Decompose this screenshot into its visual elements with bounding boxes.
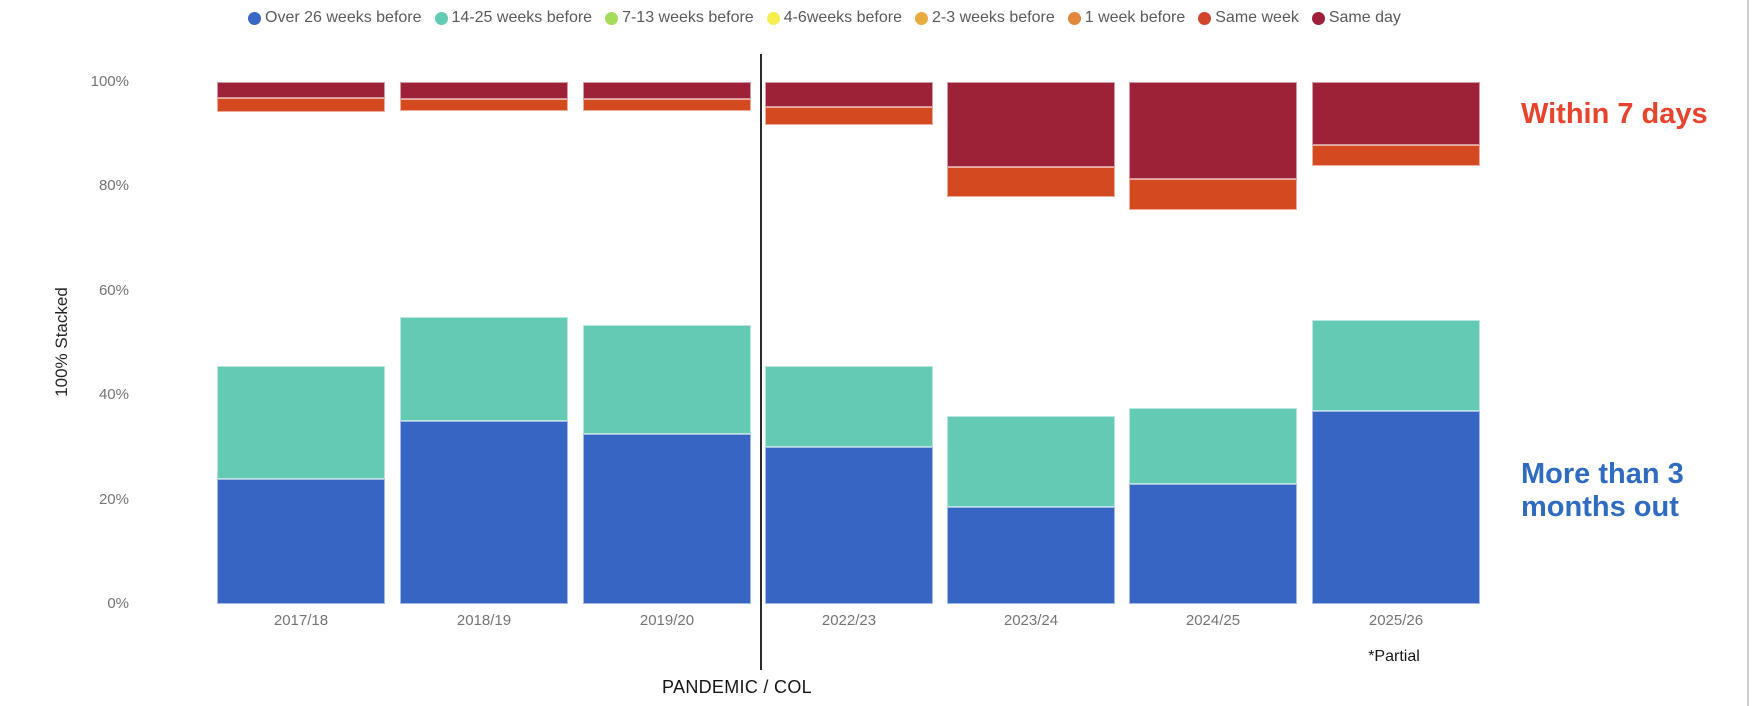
legend-dot-icon — [766, 11, 780, 25]
bar-segment-14-25wk-2023-24[interactable] — [947, 416, 1115, 508]
legend-item-7[interactable]: Same day — [1311, 9, 1401, 27]
chart-legend: Over 26 weeks before 14-25 weeks before 7-… — [248, 4, 1401, 32]
x-label-2019-20: 2019/20 — [639, 612, 695, 629]
bar-segment-over26wk-2017-18[interactable] — [217, 478, 385, 604]
right-edge-divider — [1747, 0, 1749, 706]
bar-segment-same-week-2018-19[interactable] — [400, 99, 568, 111]
bar-segment-same-day-2025-26[interactable] — [1312, 82, 1480, 145]
bar-segment-same-week-2017-18[interactable] — [217, 98, 385, 112]
x-label-2025-26: 2025/26 — [1368, 612, 1424, 629]
bar-segment-over26wk-2023-24[interactable] — [947, 507, 1115, 604]
x-label-2017-18: 2017/18 — [273, 612, 329, 629]
legend-label: 4-6weeks before — [783, 9, 902, 26]
legend-item-1[interactable]: 14-25 weeks before — [434, 9, 593, 27]
legend-dot-icon — [1198, 11, 1212, 25]
bar-segment-over26wk-2024-25[interactable] — [1129, 483, 1297, 604]
legend-label: Same day — [1328, 9, 1401, 26]
more-than-3-months-annotation: More than 3 months out — [1521, 458, 1684, 524]
legend-label: 7-13 weeks before — [622, 9, 754, 26]
legend-dot-icon — [434, 11, 448, 25]
legend-dot-icon — [248, 11, 261, 25]
more-than-3-line1: More than 3 — [1521, 458, 1684, 490]
bar-segment-same-day-2017-18[interactable] — [217, 82, 385, 99]
bar-segment-same-day-2019-20[interactable] — [583, 82, 751, 100]
bar-segment-14-25wk-2025-26[interactable] — [1312, 319, 1480, 411]
legend-label: 14-25 weeks before — [451, 9, 593, 26]
x-label-2024-25: 2024/25 — [1185, 612, 1241, 629]
pandemic-divider-line — [760, 54, 762, 670]
legend-item-2[interactable]: 7-13 weeks before — [605, 9, 754, 27]
y-tick-20: 20% — [98, 490, 129, 508]
bar-segment-same-week-2024-25[interactable] — [1129, 179, 1297, 210]
legend-item-4[interactable]: 2-3 weeks before — [915, 9, 1055, 27]
bar-segment-same-week-2022-23[interactable] — [765, 106, 933, 125]
legend-label: 1 week before — [1084, 9, 1186, 26]
x-label-2018-19: 2018/19 — [456, 612, 512, 629]
more-than-3-line2: months out — [1521, 491, 1679, 523]
bar-segment-14-25wk-2018-19[interactable] — [400, 316, 568, 422]
x-label-2022-23: 2022/23 — [821, 612, 877, 629]
x-label-2023-24: 2023/24 — [1003, 612, 1059, 629]
within-7-days-annotation: Within 7 days — [1521, 98, 1708, 130]
x-axis-title: PANDEMIC / COL — [662, 677, 812, 697]
bar-segment-14-25wk-2022-23[interactable] — [765, 366, 933, 448]
y-tick-40: 40% — [98, 386, 129, 404]
legend-label: Over 26 weeks before — [265, 9, 422, 26]
y-tick-0: 0% — [107, 595, 129, 612]
y-tick-60: 60% — [98, 281, 129, 299]
bar-segment-same-week-2023-24[interactable] — [947, 167, 1115, 197]
bar-segment-over26wk-2018-19[interactable] — [400, 421, 568, 604]
legend-dot-icon — [915, 11, 928, 25]
bar-segment-14-25wk-2017-18[interactable] — [217, 366, 385, 479]
bar-segment-same-day-2023-24[interactable] — [947, 82, 1115, 168]
bar-segment-over26wk-2019-20[interactable] — [583, 434, 751, 604]
legend-dot-icon — [1311, 11, 1325, 25]
y-tick-80: 80% — [98, 177, 129, 195]
y-tick-100: 100% — [90, 73, 129, 90]
bar-segment-same-week-2019-20[interactable] — [583, 99, 751, 112]
partial-data-note: *Partial — [1368, 648, 1420, 665]
legend-item-0[interactable]: Over 26 weeks before — [248, 9, 422, 27]
bar-segment-over26wk-2025-26[interactable] — [1312, 410, 1480, 604]
bar-segment-14-25wk-2024-25[interactable] — [1129, 408, 1297, 484]
bar-segment-same-day-2018-19[interactable] — [400, 82, 568, 100]
legend-label: Same week — [1215, 9, 1299, 26]
legend-label: 2-3 weeks before — [932, 9, 1055, 26]
bar-segment-over26wk-2022-23[interactable] — [765, 447, 933, 604]
bar-segment-14-25wk-2019-20[interactable] — [583, 324, 751, 435]
legend-item-5[interactable]: 1 week before — [1067, 9, 1186, 27]
bar-segment-same-week-2025-26[interactable] — [1312, 144, 1480, 167]
legend-dot-icon — [1067, 11, 1081, 25]
legend-item-6[interactable]: Same week — [1198, 9, 1299, 27]
bar-segment-same-day-2024-25[interactable] — [1129, 82, 1297, 180]
legend-dot-icon — [605, 11, 619, 25]
legend-item-3[interactable]: 4-6weeks before — [766, 9, 902, 27]
bar-segment-same-day-2022-23[interactable] — [765, 82, 933, 107]
